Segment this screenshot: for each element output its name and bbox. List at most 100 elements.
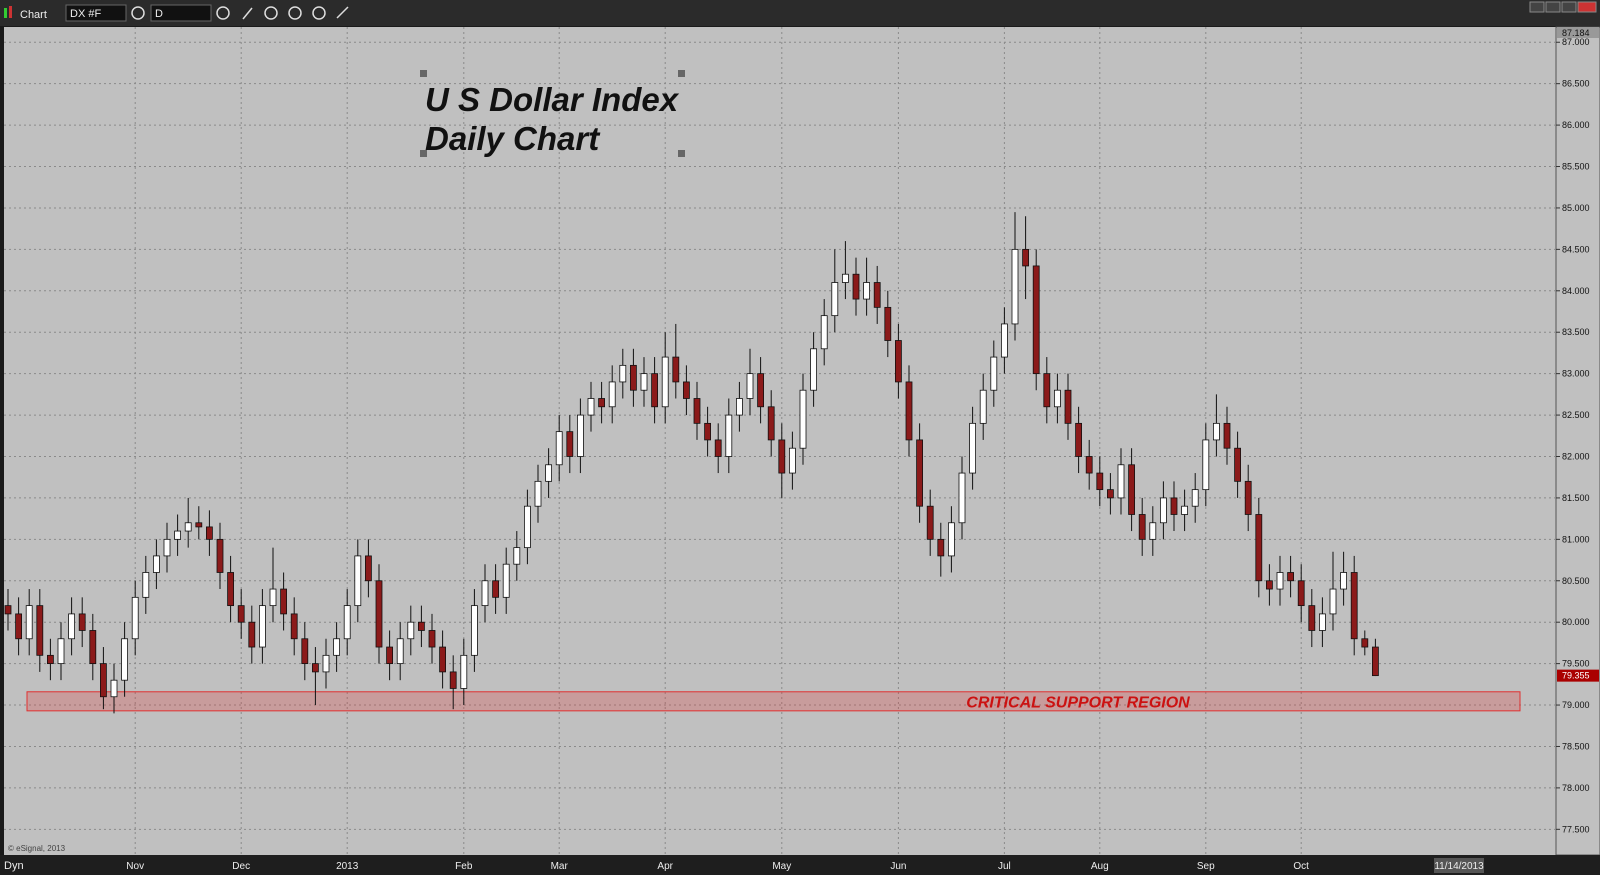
interval-box[interactable] (150, 4, 212, 22)
candle-body (1138, 514, 1146, 540)
window-button[interactable] (1561, 1, 1577, 13)
x-tick-label: Jun (890, 861, 906, 872)
candle-body (524, 505, 531, 549)
y-tick-label: 78.000 (1562, 783, 1590, 793)
candle-body (577, 414, 584, 457)
candle-body (57, 638, 65, 665)
candle-body (1213, 422, 1220, 441)
chart-subtitle: Daily Chart (425, 120, 600, 157)
last-price-label: 79.355 (1562, 671, 1590, 681)
candle-body (1011, 248, 1019, 325)
candle-body (1064, 389, 1072, 424)
tool-button[interactable] (288, 6, 302, 20)
candle-body (121, 638, 128, 681)
candle-body (545, 464, 552, 482)
y-tick-label: 86.500 (1562, 79, 1590, 89)
mode: Dyn (4, 860, 24, 872)
candle-body (513, 547, 521, 565)
candle-body (163, 538, 171, 557)
candle-body (290, 613, 298, 640)
candle-body (789, 447, 796, 474)
candle-body (926, 505, 934, 540)
candle-body (343, 605, 351, 640)
candle-body (110, 679, 118, 698)
candle-body (1319, 613, 1326, 631)
candle-body (100, 663, 107, 698)
candle-body (534, 480, 542, 507)
symbol-box[interactable] (65, 4, 127, 22)
candle-body (1075, 422, 1082, 457)
y-tick-label: 81.500 (1562, 493, 1590, 503)
x-tick-label: Oct (1293, 861, 1309, 872)
handle[interactable] (678, 70, 685, 77)
handle[interactable] (420, 150, 427, 157)
candle-body (1361, 638, 1369, 648)
title-block: U S Dollar Index Daily Chart (425, 80, 678, 158)
window-button[interactable] (1545, 1, 1561, 13)
candle-body (736, 398, 743, 416)
tool-button[interactable] (312, 6, 326, 20)
candle-body (248, 621, 256, 648)
tool-button[interactable] (131, 6, 145, 20)
handle[interactable] (678, 150, 685, 157)
candle-body (428, 630, 436, 648)
tool-button[interactable] (216, 6, 230, 20)
candle-body (36, 605, 44, 656)
x-tick-label: 2013 (336, 861, 359, 872)
toolbar (0, 0, 1600, 26)
candle-body (258, 605, 266, 648)
candle-body (375, 580, 383, 648)
tool-button[interactable] (336, 6, 349, 19)
y-tick-label: 77.500 (1562, 824, 1590, 834)
candle-body (1297, 580, 1305, 607)
candle-body (619, 364, 627, 383)
candle-body (651, 373, 658, 408)
handle[interactable] (420, 70, 427, 77)
candle-body (364, 555, 372, 582)
candle-body (131, 596, 139, 640)
y-tick-label: 87.000 (1562, 37, 1590, 47)
candle-body (778, 439, 786, 474)
tool-button[interactable] (264, 6, 278, 20)
candle-body (598, 398, 605, 408)
candle-body (990, 356, 998, 391)
y-tick-label: 84.500 (1562, 244, 1590, 254)
tool-button[interactable] (242, 7, 253, 20)
candle-body (237, 605, 245, 623)
candle-body (470, 605, 478, 656)
candle-body (89, 630, 97, 665)
support-zone (26, 691, 1521, 712)
candle-body (1308, 605, 1316, 631)
candle-body (1244, 480, 1252, 515)
candle-body (1170, 497, 1178, 515)
y-tick-label: 78.500 (1562, 741, 1590, 751)
window-button[interactable] (1529, 1, 1545, 13)
candle-body (1128, 464, 1135, 515)
candle-body (863, 282, 870, 300)
candle-body (205, 526, 213, 540)
candle-body (1329, 588, 1337, 615)
candle-body (958, 472, 966, 524)
y-tick-label: 82.000 (1562, 451, 1590, 461)
x-tick-label: Feb (455, 861, 473, 872)
candle-body (333, 638, 341, 656)
close-button[interactable] (1577, 1, 1597, 13)
candle-body (502, 563, 510, 598)
top-marker (1557, 27, 1599, 38)
y-tick-label: 81.000 (1562, 534, 1590, 544)
y-tick-label: 84.000 (1562, 286, 1590, 296)
y-tick-label: 79.500 (1562, 659, 1590, 669)
candle-body (1191, 489, 1199, 507)
candle-body (810, 348, 817, 391)
candle-body (4, 605, 12, 615)
top-marker-label: 87.184 (1562, 28, 1590, 38)
y-tick-label: 83.500 (1562, 327, 1590, 337)
candle-body (979, 389, 987, 424)
candle-body (1001, 323, 1008, 358)
y-tick-label: 85.500 (1562, 162, 1590, 172)
x-tick-label: Aug (1091, 861, 1109, 872)
candle-body (937, 538, 945, 557)
candle-body (555, 431, 563, 466)
support-label: CRITICAL SUPPORT REGION (966, 694, 1190, 711)
